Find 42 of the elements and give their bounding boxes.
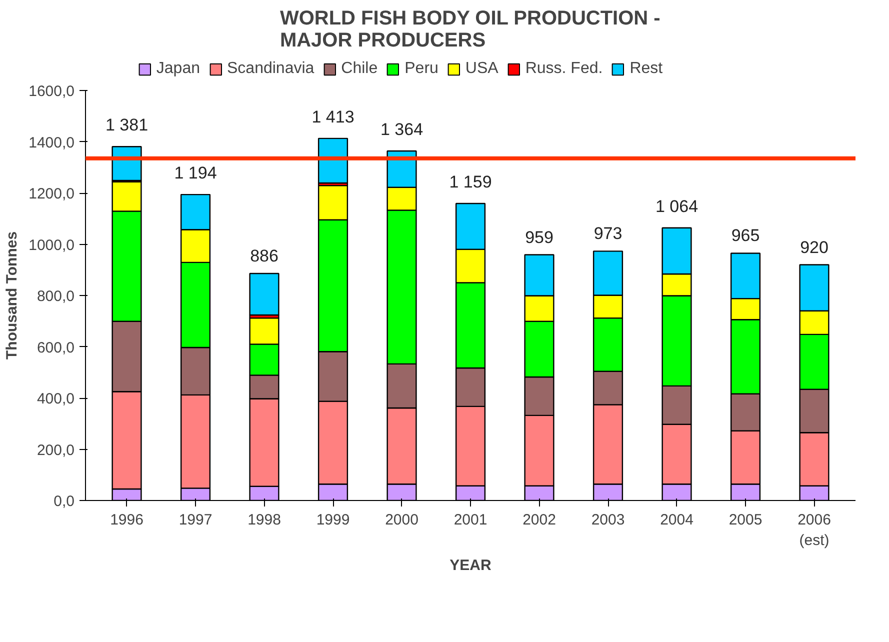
chart-title: WORLD FISH BODY OIL PRODUCTION - MAJOR PRODUCERS <box>280 8 660 52</box>
x-tick-label: 1997 <box>178 512 212 528</box>
y-axis-title: Thousand Tonnes <box>4 231 21 360</box>
y-tick-label: 1400,0 <box>28 134 75 152</box>
y-tick-label: 1000,0 <box>28 236 75 254</box>
total-label: 886 <box>250 246 278 266</box>
x-tick-label: 1996 <box>110 512 144 528</box>
x-tick-label: 2005 <box>728 512 762 528</box>
x-tick-label: 2002 <box>522 512 556 528</box>
total-label: 920 <box>800 238 828 257</box>
x-tick-label: 2006 (est) <box>798 512 831 549</box>
total-label: 1 381 <box>105 116 148 135</box>
legend-label: Russ. Fed. <box>525 60 603 78</box>
legend-label: Japan <box>156 60 200 78</box>
total-label: 1 064 <box>655 196 698 216</box>
total-label: 1 159 <box>449 172 492 192</box>
total-label: 959 <box>525 228 554 247</box>
legend-label: Rest <box>630 60 663 78</box>
y-tick-label: 200,0 <box>36 442 75 459</box>
x-tick-label: 1999 <box>316 512 350 528</box>
legend-label: USA <box>465 60 498 78</box>
x-tick-label: 2000 <box>385 512 418 528</box>
y-tick-label: 800,0 <box>36 288 75 305</box>
y-tick-label: 1600,0 <box>28 83 75 100</box>
total-label: 965 <box>731 226 760 246</box>
legend-label: Chile <box>341 60 378 78</box>
y-tick-label: 0,0 <box>54 493 75 510</box>
total-label: 973 <box>594 224 622 244</box>
x-tick-label: 1998 <box>248 512 281 528</box>
y-tick-label: 600,0 <box>36 339 75 356</box>
bar <box>249 272 280 316</box>
x-axis-title: YEAR <box>450 556 492 574</box>
legend-label: Scandinavia <box>226 60 314 78</box>
total-label: 1 194 <box>174 164 217 183</box>
legend-label: Peru <box>404 60 438 78</box>
y-tick-label: 400,0 <box>36 390 75 408</box>
x-tick-label: 2003 <box>591 512 625 528</box>
x-tick-label: 2001 <box>454 512 488 528</box>
y-tick-label: 1200,0 <box>28 186 75 202</box>
total-label: 1 413 <box>312 107 354 126</box>
total-label: 1 364 <box>380 120 424 139</box>
x-tick-label: 2004 <box>660 512 694 528</box>
